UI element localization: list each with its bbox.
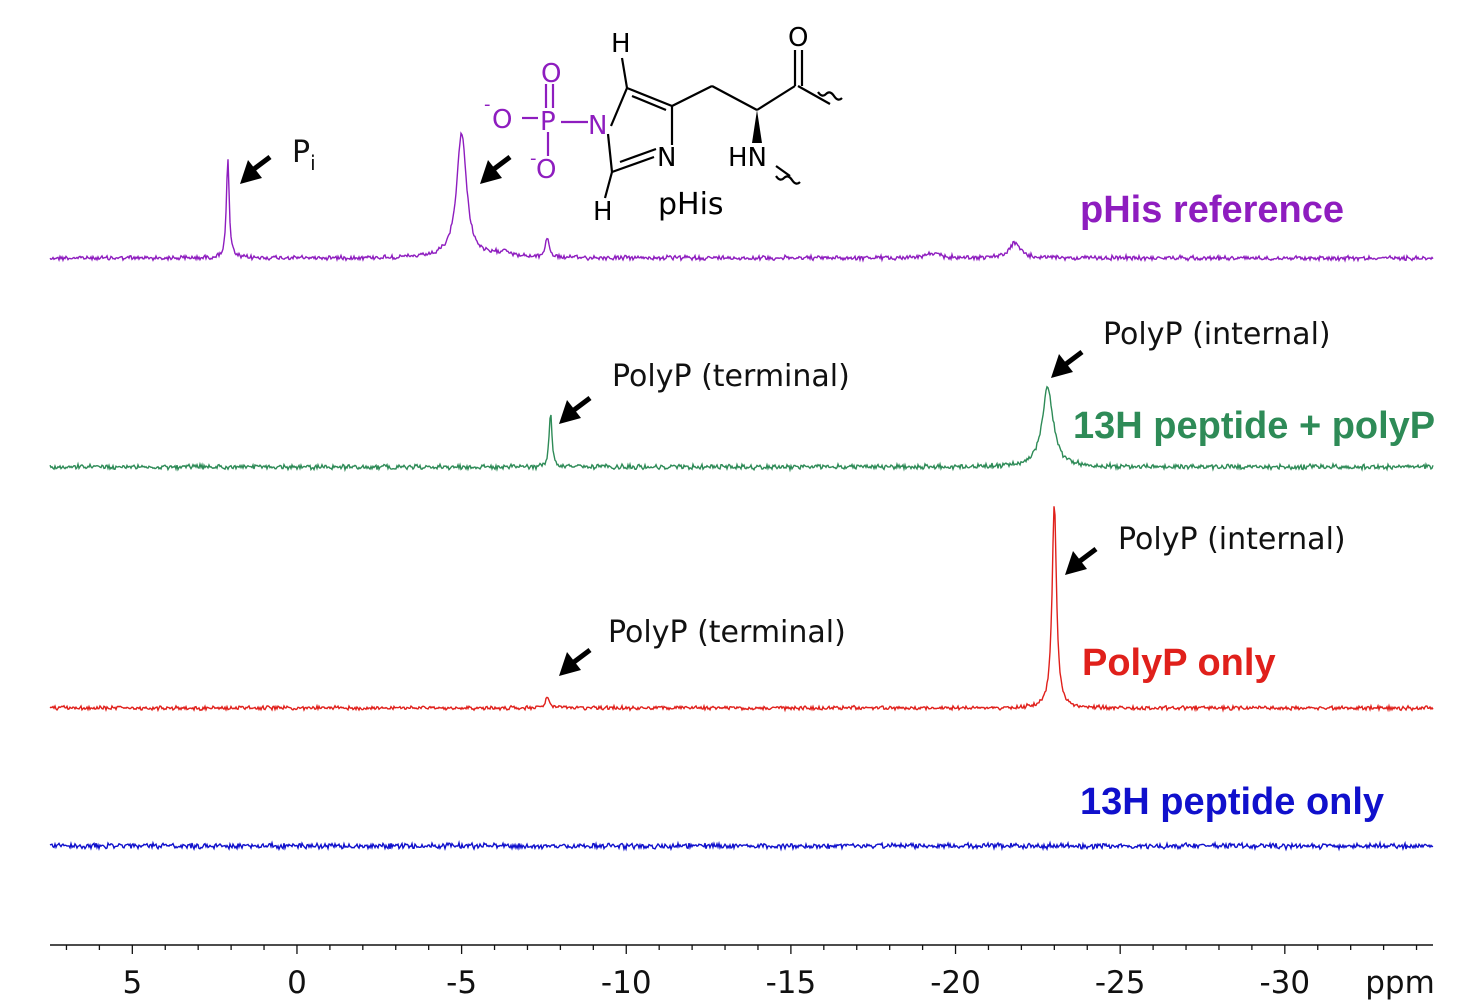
atom-hn: HN <box>728 143 767 173</box>
arrow-internal-1-icon <box>1051 350 1084 378</box>
atom-minus-bottom: - <box>530 148 537 169</box>
arrow-pi-icon <box>240 155 272 184</box>
x-tick-label: -5 <box>446 965 477 1001</box>
series-label-polyp-only: PolyP only <box>1082 642 1276 684</box>
x-tick-label: 0 <box>287 965 307 1001</box>
spectrum-trace-phis-reference <box>49 131 1434 263</box>
atom-o-left: O <box>492 105 512 135</box>
series-label-13h-peptide-only: 13H peptide only <box>1080 781 1384 823</box>
spectrum-trace-13h-peptide-only <box>49 840 1434 852</box>
atom-o-bottom: O <box>536 155 556 185</box>
x-axis-label: ppm <box>1365 965 1435 1001</box>
arrow-phis-peak-icon <box>480 155 512 184</box>
x-tick-label: -20 <box>930 965 981 1001</box>
annotation-polyp-internal-1: PolyP (internal) <box>1103 317 1331 352</box>
atom-n3: N <box>657 143 676 173</box>
spectrum-trace-13h-peptide-polyp <box>49 385 1434 473</box>
atom-h-bottom: H <box>593 197 613 227</box>
annotation-polyp-internal-2: PolyP (internal) <box>1118 522 1346 557</box>
phis-structure: H N N H P O - O - O O HN pHis <box>484 23 843 227</box>
spectrum-trace-polyp-only <box>49 506 1434 713</box>
series-label-phis-reference: pHis reference <box>1080 189 1344 231</box>
atom-o-double: O <box>541 59 561 89</box>
arrow-internal-2-icon <box>1065 547 1098 575</box>
arrow-terminal-2-icon <box>559 648 592 676</box>
structure-name: pHis <box>658 187 724 222</box>
annotation-arrows <box>240 155 1098 676</box>
atom-h-top: H <box>611 29 631 59</box>
x-axis: 5 0 -5 -10 -15 -20 -25 -30 ppm <box>50 944 1435 1001</box>
atom-n1: N <box>588 111 607 141</box>
atom-minus-left: - <box>484 94 491 115</box>
annotation-pi: Pi <box>292 135 316 175</box>
spectra-traces <box>49 131 1434 852</box>
series-label-13h-peptide-polyp: 13H peptide + polyP <box>1073 405 1435 447</box>
annotation-polyp-terminal-2: PolyP (terminal) <box>608 615 846 650</box>
stereo-wedge-icon <box>752 110 762 143</box>
x-tick-label: -15 <box>766 965 817 1001</box>
x-tick-label: -25 <box>1095 965 1146 1001</box>
arrow-terminal-1-icon <box>559 396 592 424</box>
atom-p: P <box>540 107 556 137</box>
x-tick-label: -10 <box>601 965 652 1001</box>
x-tick-label: -30 <box>1260 965 1311 1001</box>
atom-o-carbonyl: O <box>788 23 808 53</box>
x-tick-label: 5 <box>122 965 142 1001</box>
annotation-polyp-terminal-1: PolyP (terminal) <box>612 359 850 394</box>
